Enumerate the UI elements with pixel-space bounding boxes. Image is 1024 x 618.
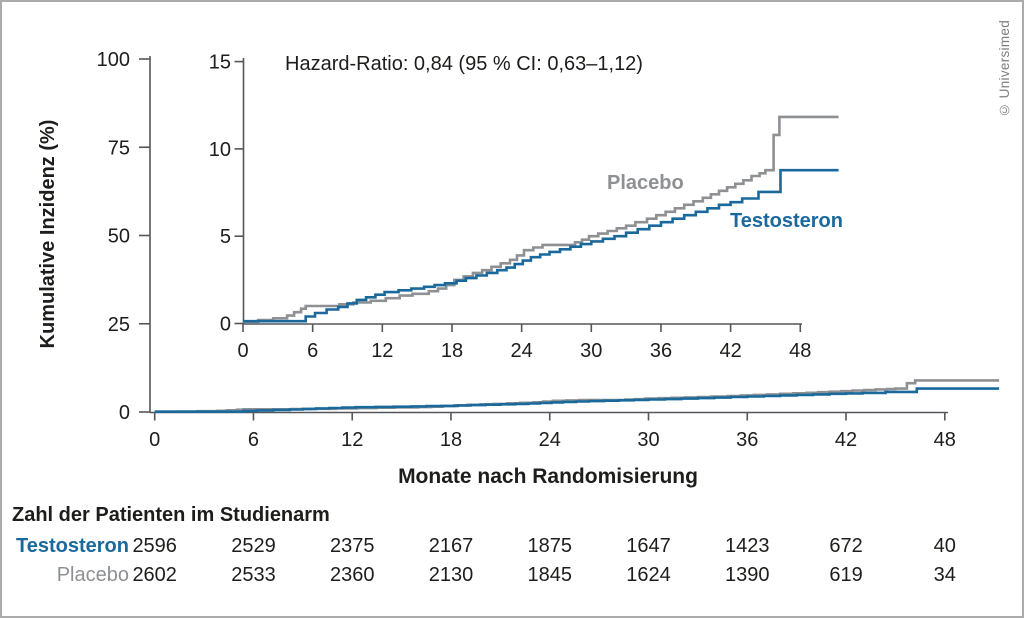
risk-table-title: Zahl der Patienten im Studienarm — [12, 504, 330, 526]
risk-row-label-testosteron: Testosteron — [16, 535, 129, 557]
x-axis-title: Monate nach Randomisierung — [398, 465, 698, 488]
risk-count-testosteron-m12: 2375 — [329, 535, 375, 557]
inset-x-tick-label: 24 — [511, 340, 533, 362]
y-axis-title: Kumulative Inzidenz (%) — [37, 119, 59, 349]
risk-count-placebo-m0: 2602 — [132, 564, 177, 586]
main-x-tick-label: 18 — [440, 429, 462, 451]
main-x-tick-label: 12 — [341, 429, 363, 451]
risk-count-testosteron-m0: 2596 — [132, 535, 177, 557]
risk-count-placebo-m36: 1390 — [725, 564, 770, 586]
risk-count-placebo-m24: 1845 — [527, 564, 572, 586]
inset-x-tick-label: 30 — [580, 340, 602, 362]
risk-count-placebo-m30: 1624 — [626, 564, 671, 586]
risk-count-placebo-m12: 2360 — [329, 564, 375, 586]
risk-count-placebo-m18: 2130 — [428, 564, 474, 586]
risk-row-label-placebo: Placebo — [56, 564, 129, 586]
inset-x-tick-label: 42 — [719, 340, 741, 362]
main-y-tick-label: 50 — [108, 226, 130, 248]
inset-y-tick-label: 5 — [220, 226, 231, 248]
main-x-tick-label: 30 — [637, 429, 659, 451]
risk-count-testosteron-m6: 2529 — [231, 535, 276, 557]
inset-x-tick-label: 0 — [237, 340, 248, 362]
testosteron-curve-main — [154, 387, 1000, 413]
inset-x-tick-label: 12 — [371, 340, 393, 362]
risk-count-placebo-m48: 34 — [933, 564, 956, 586]
risk-count-testosteron-m36: 1423 — [725, 535, 770, 557]
hazard-ratio-annotation: Hazard-Ratio: 0,84 (95 % CI: 0,63–1,12) — [285, 53, 643, 75]
inset-y-tick-label: 10 — [209, 139, 231, 161]
main-y-tick-label: 75 — [108, 137, 130, 159]
main-x-tick-label: 24 — [539, 429, 561, 451]
main-y-tick-label: 0 — [119, 402, 130, 424]
main-x-tick-label: 42 — [835, 429, 857, 451]
inset-x-tick-label: 6 — [307, 340, 318, 362]
inset-x-tick-label: 48 — [789, 340, 811, 362]
inset-x-tick-label: 36 — [650, 340, 672, 362]
main-x-tick-label: 6 — [248, 429, 259, 451]
testosteron-curve-label: Testosteron — [730, 210, 843, 232]
copyright-note: © Universimed — [997, 20, 1012, 118]
testosteron-curve-inset — [243, 168, 839, 323]
risk-count-placebo-m42: 619 — [829, 564, 863, 586]
placebo-curve-main — [154, 379, 1000, 413]
main-y-tick-label: 100 — [97, 49, 130, 71]
risk-count-placebo-m6: 2533 — [231, 564, 276, 586]
risk-count-testosteron-m24: 1875 — [527, 535, 572, 557]
risk-count-testosteron-m30: 1647 — [626, 535, 671, 557]
main-x-tick-label: 36 — [736, 429, 758, 451]
risk-count-testosteron-m48: 40 — [933, 535, 956, 557]
inset-y-tick-label: 15 — [209, 52, 231, 74]
risk-count-testosteron-m18: 2167 — [428, 535, 474, 557]
placebo-curve-inset — [243, 115, 839, 324]
inset-x-tick-label: 18 — [441, 340, 463, 362]
placebo-curve-label: Placebo — [607, 172, 684, 194]
risk-count-testosteron-m42: 672 — [829, 535, 863, 557]
inset-y-tick-label: 0 — [220, 314, 231, 336]
main-y-tick-label: 25 — [108, 314, 130, 336]
main-x-tick-label: 48 — [934, 429, 956, 451]
main-x-tick-label: 0 — [149, 429, 160, 451]
